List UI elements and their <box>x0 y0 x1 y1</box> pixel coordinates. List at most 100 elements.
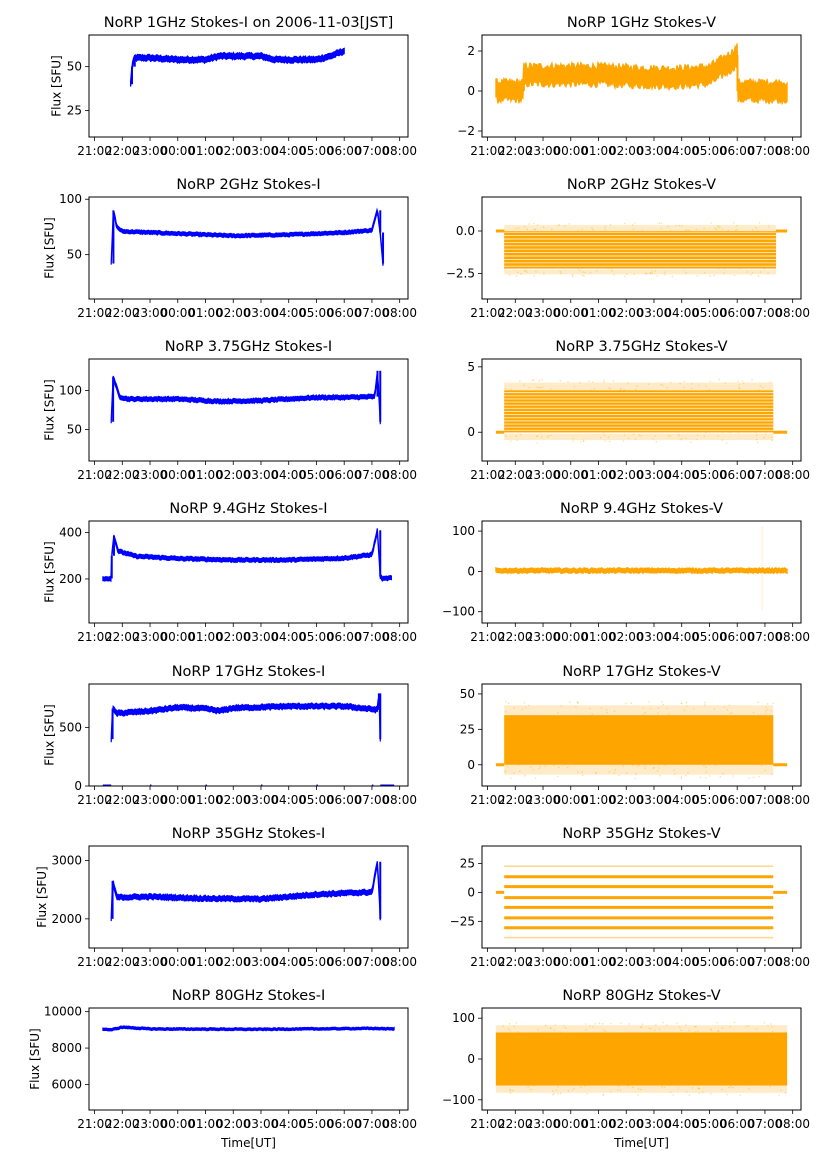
x-tick-label: 08:00 <box>382 468 417 482</box>
x-tick-label: 05:00 <box>692 630 727 644</box>
data-point <box>619 1022 622 1024</box>
subplot-title: NoRP 1GHz Stokes-I on 2006-11-03[JST] <box>104 15 394 31</box>
data-point <box>698 1087 701 1090</box>
data-point <box>601 1022 604 1025</box>
data-point <box>685 1091 688 1093</box>
data-point <box>589 707 591 710</box>
x-tick-label: 23:00 <box>133 144 168 158</box>
data-point <box>509 1089 511 1091</box>
x-tick-label: 04:00 <box>664 306 699 320</box>
data-point <box>660 383 662 386</box>
data-point <box>759 271 762 273</box>
data-point <box>728 1086 730 1089</box>
data-point <box>592 381 594 384</box>
x-tick-label: 02:00 <box>609 1117 644 1131</box>
data-point <box>536 442 539 444</box>
data-point <box>623 222 626 225</box>
y-tick-label: 0 <box>467 1052 475 1066</box>
x-tick-label: 03:00 <box>244 955 279 969</box>
data-point <box>640 1026 643 1028</box>
data-point <box>604 226 606 228</box>
data-point <box>767 225 770 227</box>
x-tick-label: 23:00 <box>526 793 561 807</box>
data-point <box>694 1031 697 1033</box>
data-point <box>661 384 664 387</box>
data-point <box>703 764 705 767</box>
x-tick-label: 23:00 <box>526 1117 561 1131</box>
data-point <box>609 1022 612 1025</box>
data-point <box>688 229 691 232</box>
data-point <box>717 435 720 437</box>
y-axis-label: Flux [SFU] <box>35 866 49 927</box>
data-point <box>765 706 767 708</box>
data-point <box>566 766 569 769</box>
data-point <box>590 389 592 392</box>
data-point <box>663 1086 666 1089</box>
data-band <box>504 715 774 765</box>
data-point <box>542 226 545 228</box>
x-tick-label: 00:00 <box>160 793 195 807</box>
data-band <box>130 47 345 87</box>
data-point <box>533 222 535 225</box>
data-point <box>679 1026 681 1028</box>
data-point <box>585 1029 587 1031</box>
x-tick-label: 22:00 <box>498 1117 533 1131</box>
data-point <box>685 271 688 274</box>
data-point <box>558 223 561 226</box>
subplot-title: NoRP 35GHz Stokes-I <box>172 826 326 842</box>
data-point <box>751 378 753 381</box>
subplot-9: 21:0022:0023:0000:0001:0002:0003:0004:00… <box>460 664 810 807</box>
data-point <box>721 439 724 441</box>
x-tick-label: 04:00 <box>271 630 306 644</box>
axes-frame <box>481 683 802 787</box>
x-tick-label: 22:00 <box>105 1117 140 1131</box>
data-point <box>592 229 594 231</box>
data-point <box>666 707 668 710</box>
data-point <box>767 1024 769 1027</box>
x-axis-label: Time[UT] <box>613 1136 669 1150</box>
data-point <box>676 1022 678 1024</box>
y-tick-label: 2000 <box>51 912 82 926</box>
data-point <box>703 271 706 274</box>
data-point <box>733 274 736 277</box>
data-point <box>673 769 675 771</box>
data-point <box>665 1024 668 1026</box>
data-point <box>721 1027 724 1029</box>
data-point <box>606 711 608 714</box>
data-point <box>595 772 598 774</box>
x-tick-label: 21:00 <box>470 468 505 482</box>
x-tick-label: 08:00 <box>775 955 810 969</box>
data-point <box>560 272 562 275</box>
data-point <box>535 271 537 273</box>
x-tick-label: 06:00 <box>327 630 362 644</box>
data-point <box>748 777 750 779</box>
data-point <box>559 1092 562 1094</box>
data-point <box>717 225 720 227</box>
y-axis-label: Flux [SFU] <box>42 379 56 440</box>
data-point <box>680 702 682 704</box>
data-point <box>513 706 515 709</box>
x-tick-label: 08:00 <box>775 144 810 158</box>
data-point <box>580 1086 582 1088</box>
x-tick-label: 02:00 <box>216 955 251 969</box>
data-point <box>769 1085 771 1088</box>
data-point <box>541 436 543 439</box>
subplot-0: 21:0022:0023:0000:0001:0002:0003:0004:00… <box>50 15 417 158</box>
x-tick-label: 23:00 <box>526 306 561 320</box>
y-tick-label: 50 <box>67 248 82 262</box>
data-point <box>669 1091 672 1094</box>
x-tick-label: 22:00 <box>105 793 140 807</box>
x-tick-label: 03:00 <box>244 630 279 644</box>
x-tick-label: 02:00 <box>609 630 644 644</box>
x-tick-label: 03:00 <box>637 793 672 807</box>
x-tick-label: 21:00 <box>77 1117 112 1131</box>
x-tick-label: 06:00 <box>720 630 755 644</box>
y-axis-label: Flux [SFU] <box>28 1028 42 1089</box>
data-point <box>533 275 536 277</box>
data-point <box>732 222 735 224</box>
data-point <box>694 1025 696 1028</box>
data-point <box>538 380 541 382</box>
data-point <box>739 1094 742 1096</box>
data-point <box>519 380 521 383</box>
axes-frame <box>481 520 802 624</box>
